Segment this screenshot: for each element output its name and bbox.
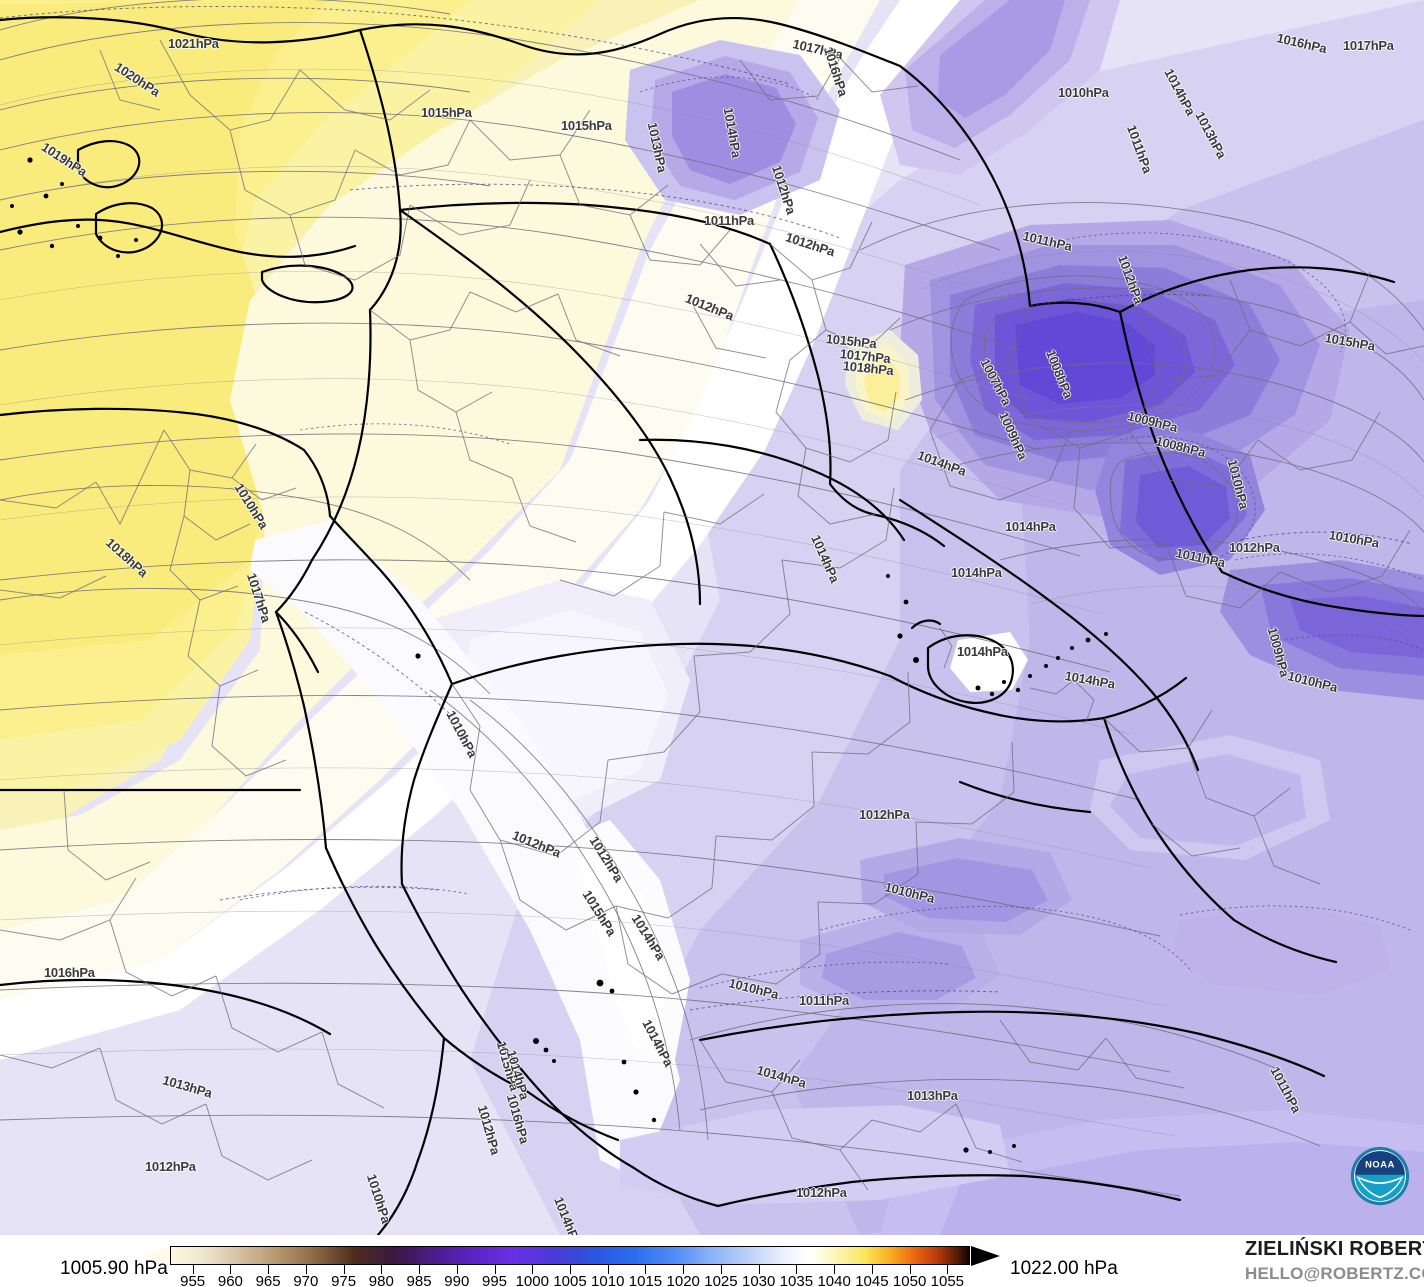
- colorbar-tick-label: 995: [482, 1273, 508, 1287]
- colorbar-tick: [645, 1265, 647, 1274]
- colorbar-tick: [720, 1265, 722, 1274]
- colorbar-tick: [607, 1265, 609, 1274]
- colorbar-max-label: 1022.00 hPa: [1010, 1258, 1118, 1279]
- colorbar-tick-label: 1005: [553, 1273, 587, 1287]
- colorbar-tick-label: 975: [331, 1273, 357, 1287]
- colorbar-tick: [494, 1265, 496, 1274]
- colorbar-under-arrow: [144, 1246, 171, 1266]
- colorbar[interactable]: 955 960 965 970 975 980 985 990 995 1000 1005 1010 1…: [144, 1246, 1000, 1287]
- colorbar-tick-label: 980: [368, 1273, 394, 1287]
- colorbar-tick-label: 1010: [591, 1273, 625, 1287]
- noaa-logo: NOAA: [1350, 1146, 1410, 1206]
- colorbar-tick: [192, 1265, 194, 1274]
- colorbar-tick-label: 1040: [817, 1273, 851, 1287]
- colorbar-tick: [532, 1265, 534, 1274]
- colorbar-tick: [683, 1265, 685, 1274]
- colorbar-tick-label: 965: [255, 1273, 281, 1287]
- colorbar-tick-label: 1055: [930, 1273, 965, 1287]
- colorbar-tick: [947, 1265, 949, 1274]
- credit-email: HELLO@ROBERTZ.CO: [1245, 1264, 1424, 1283]
- svg-text:NOAA: NOAA: [1365, 1159, 1395, 1169]
- colorbar-tick-label: 970: [293, 1273, 319, 1287]
- colorbar-tick-label: 985: [406, 1273, 432, 1287]
- colorbar-tick: [796, 1265, 798, 1274]
- credit-author: ZIELIŃSKI ROBERT: [1245, 1238, 1424, 1260]
- colorbar-tick-label: 1000: [515, 1273, 549, 1287]
- colorbar-tick-label: 1020: [666, 1273, 700, 1287]
- colorbar-tick: [834, 1265, 836, 1274]
- colorbar-tick: [230, 1265, 232, 1274]
- colorbar-tick: [871, 1265, 873, 1274]
- colorbar-min-label: 1005.90 hPa: [60, 1258, 168, 1279]
- colorbar-tick-label: 1015: [628, 1273, 663, 1287]
- colorbar-tick: [305, 1265, 307, 1274]
- colorbar-tick: [758, 1265, 760, 1274]
- colorbar-tick: [570, 1265, 571, 1274]
- colorbar-tick-label: 955: [180, 1273, 206, 1287]
- colorbar-tick: [456, 1265, 458, 1274]
- pressure-map[interactable]: 1021hPa 1020hPa 1019hPa 1015hPa 1015hPa 1013h…: [0, 0, 1424, 1235]
- colorbar-tick-label: 1035: [779, 1273, 814, 1287]
- colorbar-tick-label: 1045: [855, 1273, 889, 1287]
- map-canvas: [0, 0, 1424, 1235]
- colorbar-tick: [381, 1265, 383, 1274]
- colorbar-tick-label: 1050: [892, 1273, 927, 1287]
- colorbar-tick: [268, 1265, 270, 1274]
- colorbar-tick: [343, 1265, 345, 1274]
- colorbar-tick-label: 990: [444, 1273, 470, 1287]
- colorbar-over-arrow: [971, 1246, 1000, 1266]
- colorbar-tick-label: 1025: [704, 1273, 738, 1287]
- colorbar-tick: [909, 1265, 911, 1274]
- colorbar-tick-label: 1030: [741, 1273, 776, 1287]
- colorbar-tick-label: 960: [217, 1273, 243, 1287]
- colorbar-gradient: [170, 1246, 970, 1265]
- colorbar-tick: [419, 1265, 421, 1274]
